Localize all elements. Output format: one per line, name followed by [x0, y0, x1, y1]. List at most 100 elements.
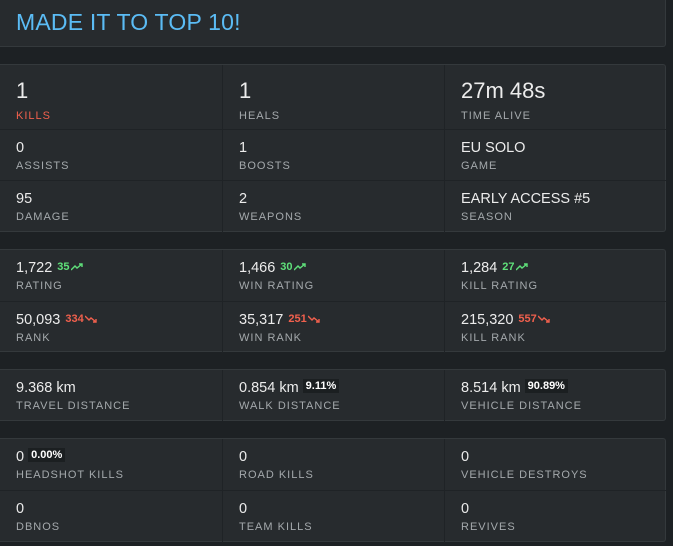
trend-down-icon	[307, 315, 320, 323]
season-stat: EARLY ACCESS #5 SEASON	[444, 181, 666, 233]
road-kills-label: ROAD KILLS	[239, 469, 314, 481]
trend-up-icon	[293, 263, 306, 271]
misc-panel: 0 0.00% HEADSHOT KILLS 0 ROAD KILLS 0 VEH…	[0, 438, 666, 543]
ratings-row: 1,722 35 RATING 1,466 30 WIN RATING 1,284 2…	[0, 250, 666, 301]
assists-stat: 0 ASSISTS	[0, 130, 222, 181]
win-rank-label: WIN RANK	[239, 332, 302, 344]
misc-row: 0 DBNOS 0 TEAM KILLS 0 REVIVES	[0, 490, 666, 543]
kill-rank-value: 215,320	[461, 312, 514, 328]
damage-value: 95	[16, 191, 33, 207]
heals-label: HEALS	[239, 110, 281, 122]
rating-delta: 35	[57, 261, 83, 273]
kill-rank-stat: 215,320 557 KILL RANK	[444, 302, 666, 353]
kills-label: KILLS	[16, 110, 51, 122]
summary-row: 95 DAMAGE 2 WEAPONS EARLY ACCESS #5 SEAS…	[0, 180, 666, 233]
game-label: GAME	[461, 160, 498, 172]
win-rating-stat: 1,466 30 WIN RATING	[222, 250, 444, 301]
game-value: EU SOLO	[461, 140, 526, 156]
vehicle-destroys-label: VEHICLE DESTROYS	[461, 469, 588, 481]
rating-stat: 1,722 35 RATING	[0, 250, 222, 301]
road-kills-stat: 0 ROAD KILLS	[222, 439, 444, 490]
headshot-kills-percent: 0.00%	[28, 448, 66, 462]
game-stat: EU SOLO GAME	[444, 130, 666, 181]
vehicle-destroys-value: 0	[461, 449, 470, 465]
distance-row: 9.368 km TRAVEL DISTANCE 0.854 km 9.11% W…	[0, 370, 666, 421]
weapons-value: 2	[239, 191, 248, 207]
damage-stat: 95 DAMAGE	[0, 181, 222, 233]
assists-value: 0	[16, 140, 25, 156]
vehicle-distance-stat: 8.514 km 90.89% VEHICLE DISTANCE	[444, 370, 666, 421]
heals-value: 1	[239, 78, 252, 103]
summary-row: 1 KILLS 1 HEALS 27m 48s TIME ALIVE	[0, 65, 666, 129]
team-kills-stat: 0 TEAM KILLS	[222, 491, 444, 543]
assists-label: ASSISTS	[16, 160, 70, 172]
travel-distance-value: 9.368 km	[16, 380, 76, 396]
travel-distance-stat: 9.368 km TRAVEL DISTANCE	[0, 370, 222, 421]
win-rank-stat: 35,317 251 WIN RANK	[222, 302, 444, 353]
trend-down-icon	[84, 315, 97, 323]
time-alive-value: 27m 48s	[461, 78, 546, 103]
summary-row: 0 ASSISTS 1 BOOSTS EU SOLO GAME	[0, 129, 666, 181]
ratings-row: 50,093 334 RANK 35,317 251 WIN RANK 215,32…	[0, 301, 666, 353]
rank-label: RANK	[16, 332, 51, 344]
kills-value: 1	[16, 78, 29, 103]
summary-panel: 1 KILLS 1 HEALS 27m 48s TIME ALIVE 0 ASS…	[0, 64, 666, 233]
team-kills-value: 0	[239, 501, 248, 517]
dbnos-stat: 0 DBNOS	[0, 491, 222, 543]
misc-row: 0 0.00% HEADSHOT KILLS 0 ROAD KILLS 0 VEH…	[0, 439, 666, 490]
boosts-value: 1	[239, 140, 248, 156]
time-alive-label: TIME ALIVE	[461, 110, 531, 122]
kill-rating-label: KILL RATING	[461, 280, 539, 292]
kill-rating-stat: 1,284 27 KILL RATING	[444, 250, 666, 301]
kill-rank-label: KILL RANK	[461, 332, 526, 344]
team-kills-label: TEAM KILLS	[239, 521, 313, 533]
damage-label: DAMAGE	[16, 211, 70, 223]
weapons-label: WEAPONS	[239, 211, 303, 223]
vehicle-distance-value: 8.514 km	[461, 380, 521, 396]
kills-stat: 1 KILLS	[0, 65, 222, 129]
trend-up-icon	[515, 263, 528, 271]
dbnos-label: DBNOS	[16, 521, 61, 533]
vehicle-distance-percent: 90.89%	[524, 379, 568, 393]
rank-stat: 50,093 334 RANK	[0, 302, 222, 353]
rating-label: RATING	[16, 280, 63, 292]
boosts-label: BOOSTS	[239, 160, 291, 172]
revives-value: 0	[461, 501, 470, 517]
travel-distance-label: TRAVEL DISTANCE	[16, 400, 131, 412]
win-rating-delta: 30	[280, 261, 306, 273]
rating-value: 1,722	[16, 260, 53, 276]
walk-distance-label: WALK DISTANCE	[239, 400, 341, 412]
win-rating-label: WIN RATING	[239, 280, 315, 292]
headshot-kills-value: 0	[16, 449, 25, 465]
headshot-kills-stat: 0 0.00% HEADSHOT KILLS	[0, 439, 222, 490]
distance-panel: 9.368 km TRAVEL DISTANCE 0.854 km 9.11% W…	[0, 369, 666, 421]
kill-rank-delta: 557	[518, 313, 550, 325]
road-kills-value: 0	[239, 449, 248, 465]
win-rating-value: 1,466	[239, 260, 276, 276]
result-title: MADE IT TO TOP 10!	[16, 9, 241, 35]
trend-up-icon	[70, 263, 83, 271]
season-value: EARLY ACCESS #5	[461, 191, 591, 207]
vehicle-destroys-stat: 0 VEHICLE DESTROYS	[444, 439, 666, 490]
heals-stat: 1 HEALS	[222, 65, 444, 129]
win-rank-value: 35,317	[239, 312, 284, 328]
weapons-stat: 2 WEAPONS	[222, 181, 444, 233]
kill-rating-value: 1,284	[461, 260, 498, 276]
time-alive-stat: 27m 48s TIME ALIVE	[444, 65, 666, 129]
walk-distance-percent: 9.11%	[302, 379, 340, 393]
revives-stat: 0 REVIVES	[444, 491, 666, 543]
season-label: SEASON	[461, 211, 513, 223]
vehicle-distance-label: VEHICLE DISTANCE	[461, 400, 582, 412]
boosts-stat: 1 BOOSTS	[222, 130, 444, 181]
ratings-panel: 1,722 35 RATING 1,466 30 WIN RATING 1,284 2…	[0, 249, 666, 353]
trend-down-icon	[537, 315, 550, 323]
win-rank-delta: 251	[288, 313, 320, 325]
rank-value: 50,093	[16, 312, 61, 328]
walk-distance-value: 0.854 km	[239, 380, 299, 396]
headshot-kills-label: HEADSHOT KILLS	[16, 469, 124, 481]
dbnos-value: 0	[16, 501, 25, 517]
revives-label: REVIVES	[461, 521, 516, 533]
rank-delta: 334	[65, 313, 97, 325]
result-header: MADE IT TO TOP 10!	[0, 0, 666, 47]
kill-rating-delta: 27	[502, 261, 528, 273]
